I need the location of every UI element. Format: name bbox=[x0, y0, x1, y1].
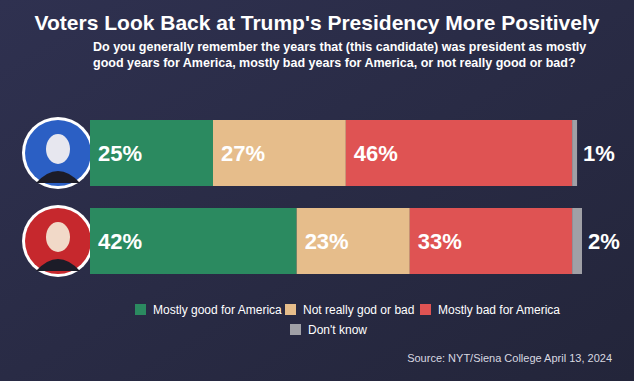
legend-swatch bbox=[290, 324, 301, 335]
bar-segment bbox=[346, 120, 572, 186]
avatar-ring bbox=[22, 117, 94, 189]
data-label: 1% bbox=[583, 141, 615, 166]
avatar-face bbox=[46, 222, 70, 252]
avatar bbox=[25, 120, 91, 186]
data-label: 46% bbox=[354, 141, 398, 166]
subtitle-line: Do you generally remember the years that… bbox=[93, 40, 586, 54]
chart: Voters Look Back at Trump's Presidency M… bbox=[0, 0, 634, 381]
data-label: 2% bbox=[588, 229, 620, 254]
bars bbox=[90, 120, 582, 274]
bar-segment bbox=[90, 120, 213, 186]
data-label: 27% bbox=[221, 141, 265, 166]
bar-segment bbox=[572, 208, 582, 274]
title: Voters Look Back at Trump's Presidency M… bbox=[35, 11, 600, 34]
avatar-body bbox=[36, 171, 80, 183]
data-label: 25% bbox=[98, 141, 142, 166]
avatar-ring bbox=[22, 205, 94, 277]
data-label: 23% bbox=[305, 229, 349, 254]
legend: Mostly good for America Not really god or… bbox=[135, 303, 560, 337]
avatar bbox=[25, 208, 91, 274]
bar-segment bbox=[90, 208, 297, 274]
data-labels: 25% 27% 46% 1% 42% 23% 33% 2% bbox=[98, 141, 620, 254]
avatar-face bbox=[46, 134, 70, 164]
bar-segment bbox=[410, 208, 572, 274]
subtitle-line: good years for America, mostly bad years… bbox=[93, 56, 576, 70]
bar-segment bbox=[572, 120, 577, 186]
background bbox=[0, 0, 634, 381]
legend-label: Not really god or bad bbox=[303, 303, 414, 317]
subtitle: Do you generally remember the years that… bbox=[93, 40, 586, 70]
legend-swatch bbox=[135, 304, 146, 315]
legend-swatch bbox=[285, 304, 296, 315]
legend-swatch bbox=[420, 304, 431, 315]
source: Source: NYT/Siena College April 13, 2024 bbox=[407, 352, 612, 364]
bar-segment bbox=[297, 208, 410, 274]
data-label: 42% bbox=[98, 229, 142, 254]
data-label: 33% bbox=[418, 229, 462, 254]
legend-label: Mostly bad for America bbox=[438, 303, 560, 317]
avatar-body bbox=[36, 259, 80, 271]
legend-label: Don't know bbox=[308, 323, 367, 337]
legend-label: Mostly good for America bbox=[153, 303, 282, 317]
bar-segment bbox=[213, 120, 346, 186]
